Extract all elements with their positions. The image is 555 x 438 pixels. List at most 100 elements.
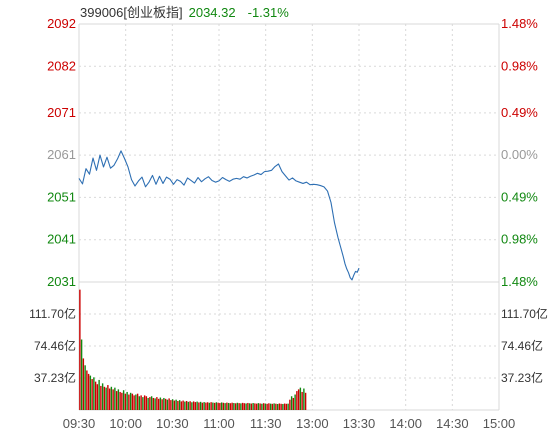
volume-bar [171, 399, 174, 410]
volume-bar [261, 403, 263, 410]
volume-tick-right: 37.23亿 [501, 370, 543, 385]
volume-bar [275, 403, 277, 410]
volume-tick-left: 37.23亿 [34, 370, 76, 385]
volume-bar [198, 402, 200, 410]
volume-bar [194, 402, 197, 410]
volume-bar [196, 401, 198, 410]
price-tick-left: 2041 [47, 232, 76, 247]
volume-bar [178, 400, 181, 410]
volume-bar [199, 401, 202, 410]
volume-bar [94, 381, 97, 410]
volume-bar [114, 387, 116, 410]
volume-bar [304, 392, 307, 410]
percent-tick-right: 0.98% [501, 232, 538, 247]
volume-bar [187, 401, 190, 410]
volume-bar [227, 402, 230, 410]
volume-bar [285, 403, 288, 410]
percent-tick-right: 0.00% [501, 147, 538, 162]
volume-tick-left: 111.70亿 [29, 306, 76, 321]
volume-bar [152, 397, 155, 410]
price-tick-left: 2061 [47, 147, 76, 162]
axis-labels: 2092 1.48% 2082 0.98% 2071 0.49% 2061 0.00% 2051… [29, 16, 548, 431]
volume-bar [142, 397, 144, 410]
volume-bar [121, 392, 123, 410]
volume-bar [149, 397, 151, 410]
time-tick: 10:30 [156, 416, 189, 431]
volume-bar [107, 385, 109, 410]
volume-bar [143, 395, 146, 410]
volume-bar [273, 403, 275, 410]
volume-bar [126, 391, 128, 410]
volume-bar [282, 403, 284, 410]
volume-bar [262, 403, 265, 410]
volume-bar [164, 398, 167, 410]
volume-bar [82, 358, 85, 410]
volume-bar [259, 403, 261, 410]
volume-bar [129, 392, 132, 410]
volume-tick-right: 111.70亿 [501, 306, 548, 321]
volume-bar [219, 402, 221, 410]
price-tick-left: 2071 [47, 105, 76, 120]
volume-bar [110, 386, 113, 410]
volume-bar [269, 403, 272, 410]
volume-bar [290, 396, 293, 410]
time-tick: 15:00 [483, 416, 516, 431]
volume-bar [254, 403, 256, 410]
volume-bar [217, 402, 219, 410]
time-tick: 10:00 [109, 416, 142, 431]
percent-tick-right: 1.48% [501, 16, 538, 31]
volume-bar [101, 383, 104, 410]
volume-bar [96, 384, 99, 410]
price-line-layer [78, 150, 360, 281]
price-tick-left: 2092 [47, 16, 76, 31]
volume-bar [231, 402, 233, 410]
volume-bar [210, 402, 212, 410]
volume-bar [119, 391, 121, 410]
volume-bar [103, 386, 106, 410]
percent-tick-right: 1.48% [501, 274, 538, 289]
volume-bar [212, 402, 214, 410]
volume-bar [150, 396, 153, 410]
volume-bar [247, 402, 249, 410]
price-tick-left: 2031 [47, 274, 76, 289]
volume-bar [283, 403, 286, 410]
volume-bar [86, 370, 88, 410]
volume-bar [276, 403, 279, 410]
volume-bar [208, 402, 211, 410]
percent-tick-right: 0.49% [501, 105, 538, 120]
time-tick: 14:00 [389, 416, 422, 431]
time-tick: 11:30 [250, 416, 282, 431]
volume-bar [299, 387, 302, 410]
volume-bar [166, 399, 169, 410]
volume-bar [213, 402, 216, 410]
volume-bar [236, 402, 239, 410]
volume-bar [301, 391, 303, 410]
volume-bar [215, 402, 218, 410]
volume-bar [257, 403, 260, 410]
volume-bar [292, 397, 295, 410]
volume-bar [154, 398, 156, 410]
volume-bar [80, 339, 83, 410]
volume-bar [289, 399, 291, 410]
volume-bar [100, 385, 102, 410]
volume-bar [93, 377, 95, 410]
volume-bar [287, 403, 289, 410]
grid-lines [78, 23, 500, 411]
volume-bar [182, 400, 184, 410]
volume-bar [135, 394, 137, 410]
volume-bar [248, 403, 251, 410]
volume-bar [185, 400, 188, 410]
volume-bar [255, 403, 258, 410]
percent-tick-right: 0.49% [501, 189, 538, 204]
time-tick: 14:30 [436, 416, 469, 431]
volume-bar [192, 401, 195, 410]
volume-bar [115, 391, 118, 410]
volume-bar [173, 400, 176, 410]
volume-bar [163, 397, 165, 410]
price-tick-left: 2082 [47, 58, 76, 73]
volume-bar [124, 393, 127, 410]
volume-bar [84, 365, 86, 410]
volume-bar [264, 403, 267, 410]
volume-bar [108, 388, 111, 410]
